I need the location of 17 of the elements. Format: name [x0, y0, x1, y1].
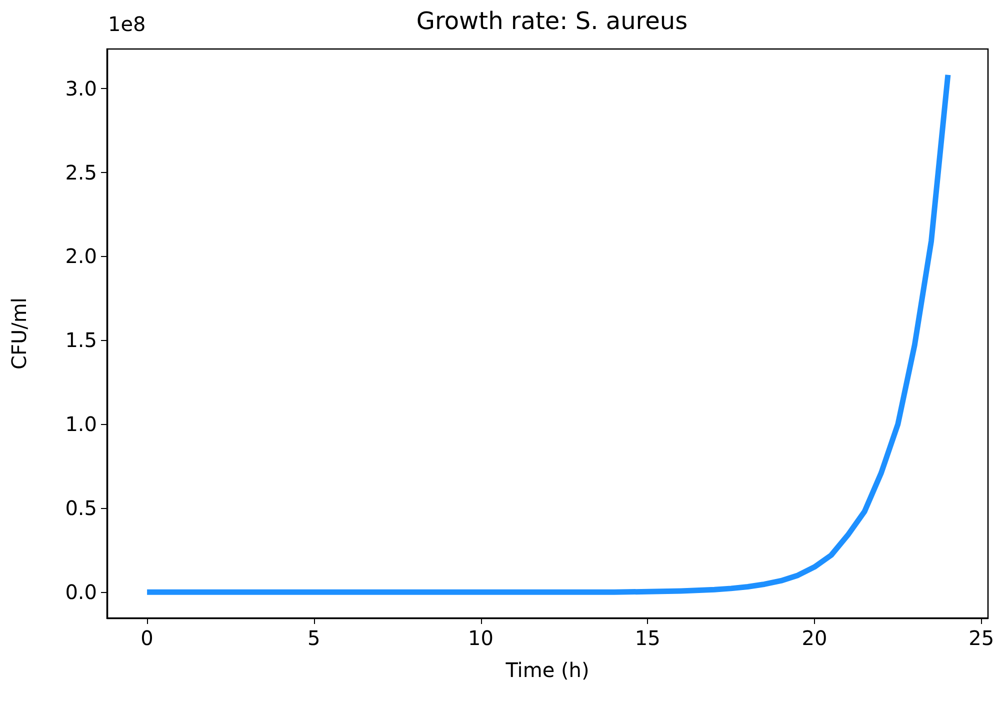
x-tick-label: 0: [140, 626, 154, 650]
x-tick-label: 25: [968, 626, 994, 650]
y-tick-label: 1.5: [65, 328, 97, 352]
x-tick-label: 20: [802, 626, 828, 650]
x-tick-label: 5: [308, 626, 320, 650]
chart-title: Growth rate: S. aureus: [416, 7, 688, 35]
y-tick-label: 2.5: [65, 160, 97, 184]
text: 1e8: [108, 12, 146, 36]
y-tick-label: 0.0: [65, 580, 97, 604]
y-tick-label: 0.5: [65, 496, 97, 520]
y-tick-label: 1.0: [65, 412, 97, 436]
x-tick-label: 15: [634, 626, 660, 650]
y-tick-label: 2.0: [65, 244, 97, 268]
x-tick-label: 10: [468, 626, 494, 650]
y-tick-label: 3.0: [65, 76, 97, 100]
x-axis-title: Time (h): [504, 658, 590, 682]
y-axis-title: CFU/ml: [7, 298, 31, 370]
